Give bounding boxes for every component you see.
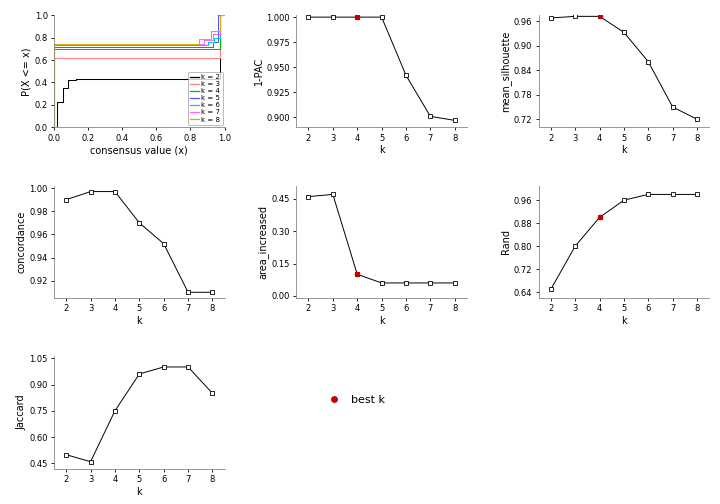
Legend: best k: best k xyxy=(319,390,390,409)
X-axis label: k: k xyxy=(137,487,142,497)
X-axis label: k: k xyxy=(137,316,142,326)
X-axis label: k: k xyxy=(621,316,626,326)
Y-axis label: concordance: concordance xyxy=(17,211,27,273)
Y-axis label: 1-PAC: 1-PAC xyxy=(253,57,264,85)
X-axis label: consensus value (x): consensus value (x) xyxy=(91,146,188,155)
Y-axis label: Rand: Rand xyxy=(501,229,511,255)
X-axis label: k: k xyxy=(621,146,626,155)
Y-axis label: area_increased: area_increased xyxy=(258,205,269,279)
Y-axis label: mean_silhouette: mean_silhouette xyxy=(500,31,511,112)
X-axis label: k: k xyxy=(379,316,384,326)
X-axis label: k: k xyxy=(379,146,384,155)
Y-axis label: Jaccard: Jaccard xyxy=(17,395,27,430)
Y-axis label: P(X <= x): P(X <= x) xyxy=(22,47,32,96)
Legend: k = 2, k = 3, k = 4, k = 5, k = 6, k = 7, k = 8: k = 2, k = 3, k = 4, k = 5, k = 6, k = 7… xyxy=(188,72,222,125)
